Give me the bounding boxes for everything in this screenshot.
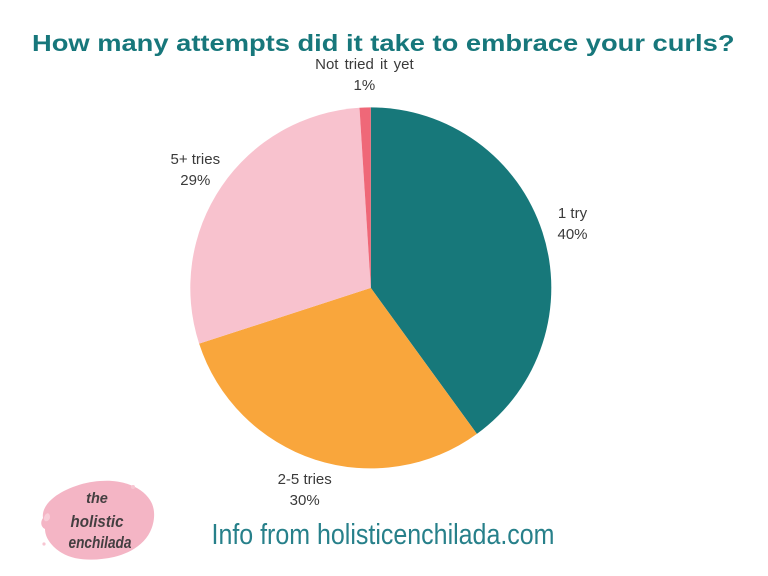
svg-text:Info from holisticenchilada.co: Info from holisticenchilada.com bbox=[212, 519, 555, 551]
svg-text:1 try: 1 try bbox=[558, 205, 588, 222]
svg-text:the: the bbox=[86, 491, 108, 507]
svg-text:29%: 29% bbox=[180, 172, 210, 189]
svg-text:2-5 tries: 2-5 tries bbox=[278, 471, 332, 488]
svg-text:How many attempts did it take: How many attempts did it take to embrace… bbox=[32, 30, 735, 56]
svg-text:holistic: holistic bbox=[71, 513, 124, 531]
svg-text:5+ tries: 5+ tries bbox=[170, 151, 220, 168]
svg-text:enchilada: enchilada bbox=[69, 534, 132, 552]
svg-text:1%: 1% bbox=[354, 77, 376, 94]
svg-text:40%: 40% bbox=[557, 226, 587, 243]
svg-text:30%: 30% bbox=[290, 492, 320, 509]
svg-text:Not tried it yet: Not tried it yet bbox=[315, 56, 414, 73]
